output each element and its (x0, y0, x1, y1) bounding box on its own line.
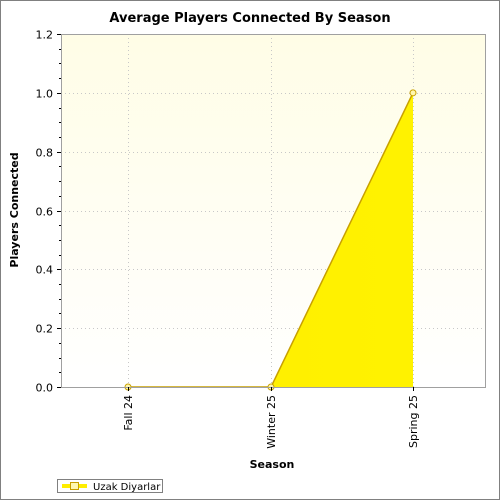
y-tick-label: 0.8 (36, 147, 54, 160)
x-axis-title: Season (250, 458, 295, 471)
y-tick-label: 0.4 (36, 264, 54, 277)
y-tick-label: 1.2 (36, 29, 54, 42)
y-axis-ticks: 0.0 0.2 0.4 0.6 0.8 1.0 1.2 (36, 29, 61, 395)
legend-label: Uzak Diyarlar (93, 482, 161, 493)
x-axis-ticks: Fall 24 Winter 25 Spring 25 (122, 387, 420, 449)
x-tick-label: Spring 25 (407, 395, 420, 448)
legend-swatch-marker (70, 482, 79, 490)
y-axis-title: Players Connected (8, 152, 21, 267)
x-tick-label: Winter 25 (265, 395, 278, 449)
legend: Uzak Diyarlar (57, 479, 163, 493)
y-tick-label: 0.0 (36, 382, 54, 395)
legend-box (57, 479, 163, 493)
plot-area (61, 34, 486, 387)
data-point-marker (409, 89, 417, 97)
chart-title: Average Players Connected By Season (109, 11, 390, 26)
plot-border (61, 34, 486, 388)
y-tick-label: 1.0 (36, 88, 54, 101)
series-area-fill (128, 92, 413, 387)
axes (61, 34, 486, 388)
y-tick-label: 0.2 (36, 323, 54, 336)
x-tick-label: Fall 24 (122, 395, 135, 431)
y-tick-label: 0.6 (36, 206, 54, 219)
